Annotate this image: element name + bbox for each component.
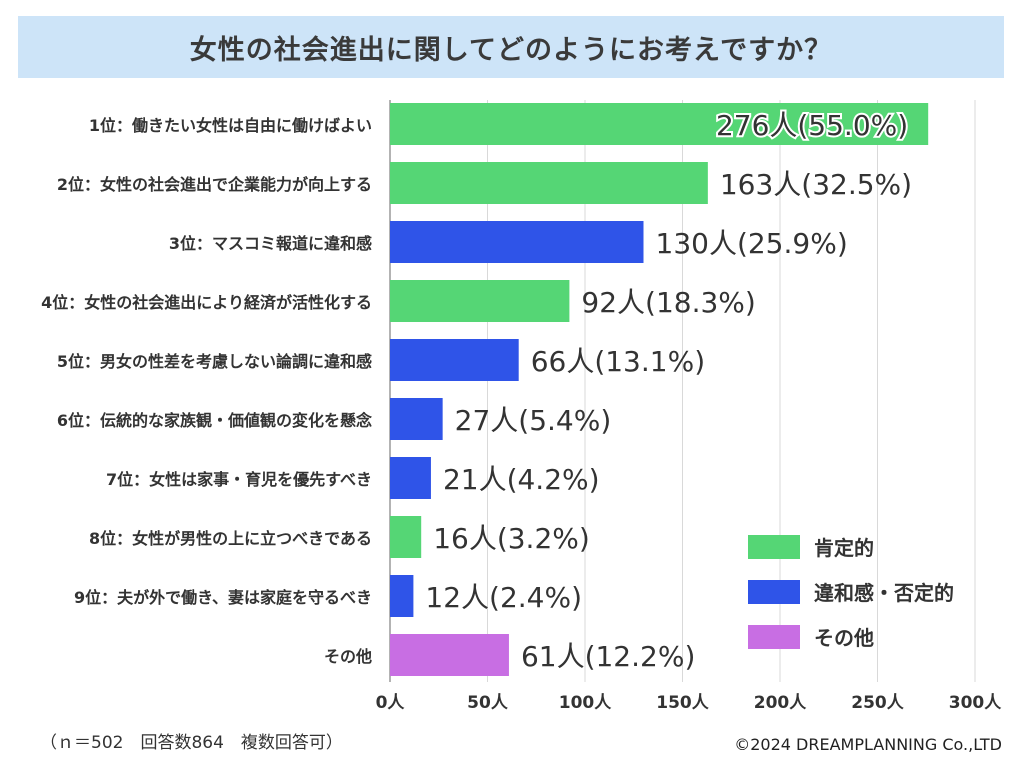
x-tick-label: 150人 [656, 693, 709, 713]
x-tick-label: 0人 [376, 693, 406, 713]
legend-swatch [748, 625, 800, 649]
category-label: 4位：女性の社会進出により経済が活性化する [41, 293, 372, 312]
category-label: 9位：夫が外で働き、妻は家庭を守るべき [74, 588, 372, 607]
bar [390, 575, 414, 617]
data-label: 61人(12.2%) [521, 640, 695, 673]
category-label: 2位：女性の社会進出で企業能力が向上する [57, 175, 372, 194]
category-label: 3位：マスコミ報道に違和感 [169, 234, 372, 253]
bar [390, 221, 644, 263]
data-label: 16人(3.2%) [433, 522, 590, 555]
data-label: 27人(5.4%) [455, 404, 612, 437]
legend-swatch [748, 580, 800, 604]
data-label: 276人(55.0%) [716, 109, 908, 142]
category-label: 7位：女性は家事・育児を優先すべき [106, 470, 372, 489]
data-label: 92人(18.3%) [581, 286, 755, 319]
data-label: 12人(2.4%) [425, 581, 582, 614]
category-label: その他 [324, 647, 372, 666]
category-label: 6位：伝統的な家族観・価値観の変化を懸念 [57, 411, 373, 430]
data-label: 130人(25.9%) [656, 227, 848, 260]
data-label: 21人(4.2%) [443, 463, 600, 496]
legend-label: 違和感・否定的 [814, 581, 954, 605]
category-label: 1位：働きたい女性は自由に働けばよい [89, 116, 372, 135]
bar [390, 634, 509, 676]
x-tick-label: 100人 [559, 693, 612, 713]
bar [390, 516, 422, 558]
data-label: 66人(13.1%) [531, 345, 705, 378]
x-tick-label: 50人 [467, 693, 509, 713]
bar [390, 339, 519, 381]
legend-label: 肯定的 [814, 536, 874, 560]
legend-label: その他 [814, 626, 874, 650]
bar [390, 162, 708, 204]
data-label: 163人(32.5%) [720, 168, 912, 201]
x-tick-label: 300人 [949, 693, 1002, 713]
x-tick-label: 200人 [754, 693, 807, 713]
chart-title: 女性の社会進出に関してどのようにお考えですか？ [189, 34, 833, 66]
bar [390, 280, 570, 322]
bar [390, 398, 443, 440]
bar [390, 457, 431, 499]
chart-title-bar: 女性の社会進出に関してどのようにお考えですか？ [18, 16, 1004, 78]
category-label: 5位：男女の性差を考慮しない論調に違和感 [57, 352, 372, 371]
legend-swatch [748, 535, 800, 559]
sample-note: （ｎ＝502 回答数864 複数回答可） [40, 733, 343, 753]
x-tick-label: 250人 [851, 693, 904, 713]
category-label: 8位：女性が男性の上に立つべきである [89, 529, 372, 548]
copyright-credit: ©2024 DREAMPLANNING Co.,LTD [734, 735, 1002, 754]
bar [390, 103, 929, 145]
